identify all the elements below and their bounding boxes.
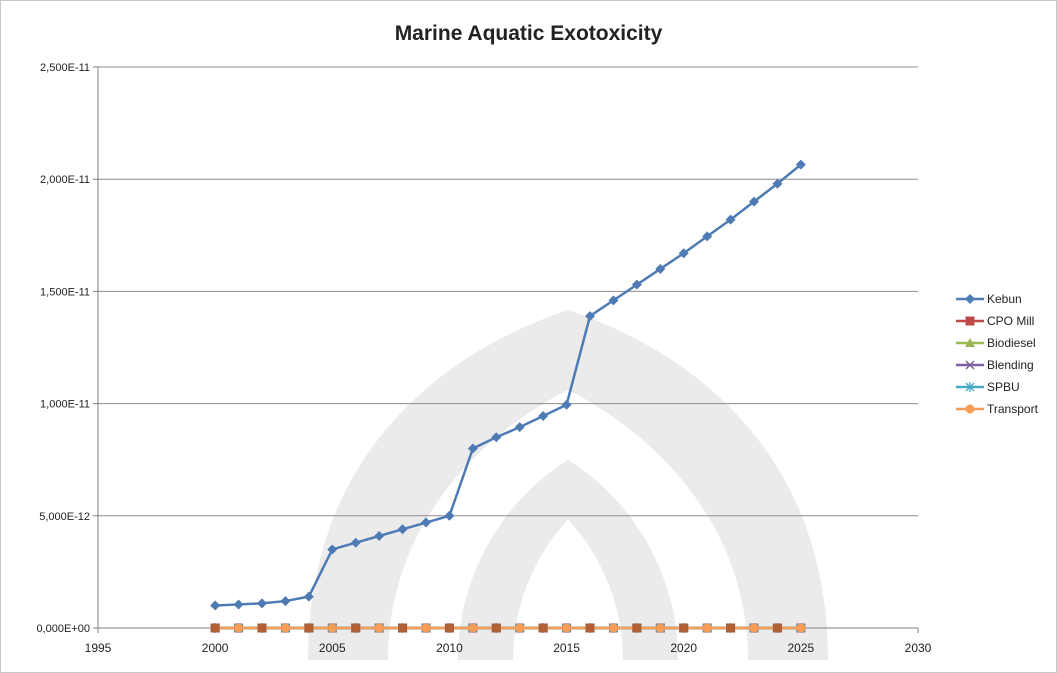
x-tick-label: 2030 (905, 641, 932, 655)
data-point (631, 279, 642, 290)
legend-item: Biodiesel (956, 336, 1036, 350)
data-point (702, 623, 712, 633)
data-point (772, 623, 782, 633)
data-point (280, 623, 290, 633)
x-tick-label: 2000 (202, 641, 229, 655)
legend-marker (965, 382, 975, 392)
axes: 0,000E+00 5,000E-12 1,000E-11 1,500E-11 2,00… (36, 62, 931, 655)
data-point (234, 623, 244, 633)
data-point (632, 623, 642, 633)
series-line (215, 163, 802, 607)
data-point (655, 263, 666, 274)
legend: Kebun CPO Mill Biodiesel Blending SPBU Transp… (956, 292, 1039, 416)
series-kebun (210, 159, 806, 611)
data-point (421, 623, 431, 633)
data-point (726, 623, 736, 633)
data-point (538, 410, 549, 421)
data-point (585, 311, 595, 322)
legend-marker (965, 338, 975, 347)
data-point (608, 623, 618, 633)
chart-title: Marine Aquatic Exotoxicity (394, 22, 663, 45)
legend-marker (965, 360, 975, 370)
data-point (679, 623, 689, 633)
y-tick-label: 5,000E-12 (39, 511, 90, 523)
series-cpo-mill-overlay (210, 623, 782, 633)
data-point (702, 231, 713, 242)
x-tick-label: 2020 (670, 641, 697, 655)
data-point (749, 623, 759, 633)
data-point (374, 623, 384, 633)
data-point (444, 510, 455, 521)
data-point (468, 623, 478, 633)
y-tick-label: 1,000E-11 (40, 399, 90, 411)
legend-label: Transport (987, 402, 1039, 416)
legend-label: CPO Mill (987, 314, 1034, 328)
legend-item: SPBU (956, 380, 1020, 394)
y-tick-label: 2,500E-11 (40, 62, 90, 74)
data-point (491, 623, 501, 633)
data-point (655, 623, 665, 633)
data-point (280, 596, 291, 607)
x-tick-label: 2005 (319, 641, 346, 655)
series-layer (210, 159, 806, 633)
x-tick-label: 2015 (553, 641, 580, 655)
legend-item: Transport (956, 402, 1039, 416)
data-point (398, 623, 408, 633)
legend-label: SPBU (987, 380, 1020, 394)
legend-item: Blending (956, 358, 1034, 372)
data-point (210, 623, 220, 633)
data-point (327, 623, 337, 633)
y-tick-label: 0,000E+00 (36, 623, 90, 635)
data-point (608, 295, 619, 306)
data-point (514, 422, 525, 433)
data-point (467, 443, 478, 454)
data-point (796, 623, 806, 633)
data-point (795, 159, 806, 170)
legend-marker (965, 294, 975, 304)
data-point (538, 623, 548, 633)
data-point (562, 623, 572, 633)
data-point (397, 524, 408, 535)
y-tick-label: 2,000E-11 (40, 174, 90, 186)
watermark-logo (308, 310, 828, 660)
data-point (257, 623, 267, 633)
data-point (233, 599, 244, 610)
data-point (585, 623, 595, 633)
data-point (515, 623, 525, 633)
data-point (749, 196, 759, 207)
x-tick-label: 2010 (436, 641, 463, 655)
data-point (304, 623, 314, 633)
data-point (350, 537, 361, 548)
data-point (444, 623, 454, 633)
data-point (561, 399, 572, 410)
legend-marker (965, 404, 975, 414)
data-point (327, 544, 338, 555)
legend-label: Kebun (987, 292, 1022, 306)
data-point (351, 623, 361, 633)
legend-item: CPO Mill (956, 314, 1034, 328)
legend-marker (965, 316, 975, 326)
x-tick-label: 1995 (85, 641, 112, 655)
data-point (303, 591, 314, 602)
data-point (772, 178, 783, 189)
x-tick-label: 2025 (788, 641, 815, 655)
legend-label: Biodiesel (987, 336, 1036, 350)
data-point (374, 530, 385, 541)
data-point (210, 600, 221, 611)
data-point (257, 598, 267, 609)
data-point (491, 432, 502, 443)
y-tick-label: 1,500E-11 (40, 286, 90, 298)
data-point (678, 248, 689, 259)
legend-label: Blending (987, 358, 1034, 372)
data-point (725, 214, 736, 225)
legend-item: Kebun (956, 292, 1022, 306)
data-point (421, 517, 431, 528)
